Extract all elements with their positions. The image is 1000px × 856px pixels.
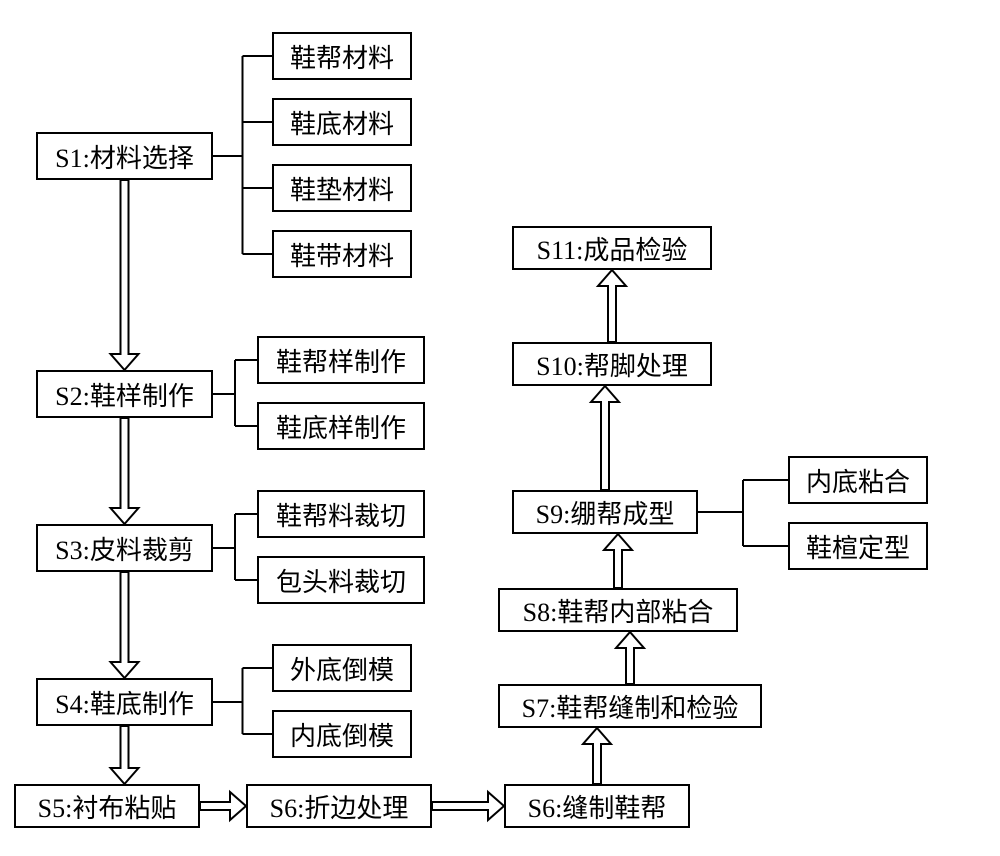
connectors-svg — [0, 0, 1000, 856]
